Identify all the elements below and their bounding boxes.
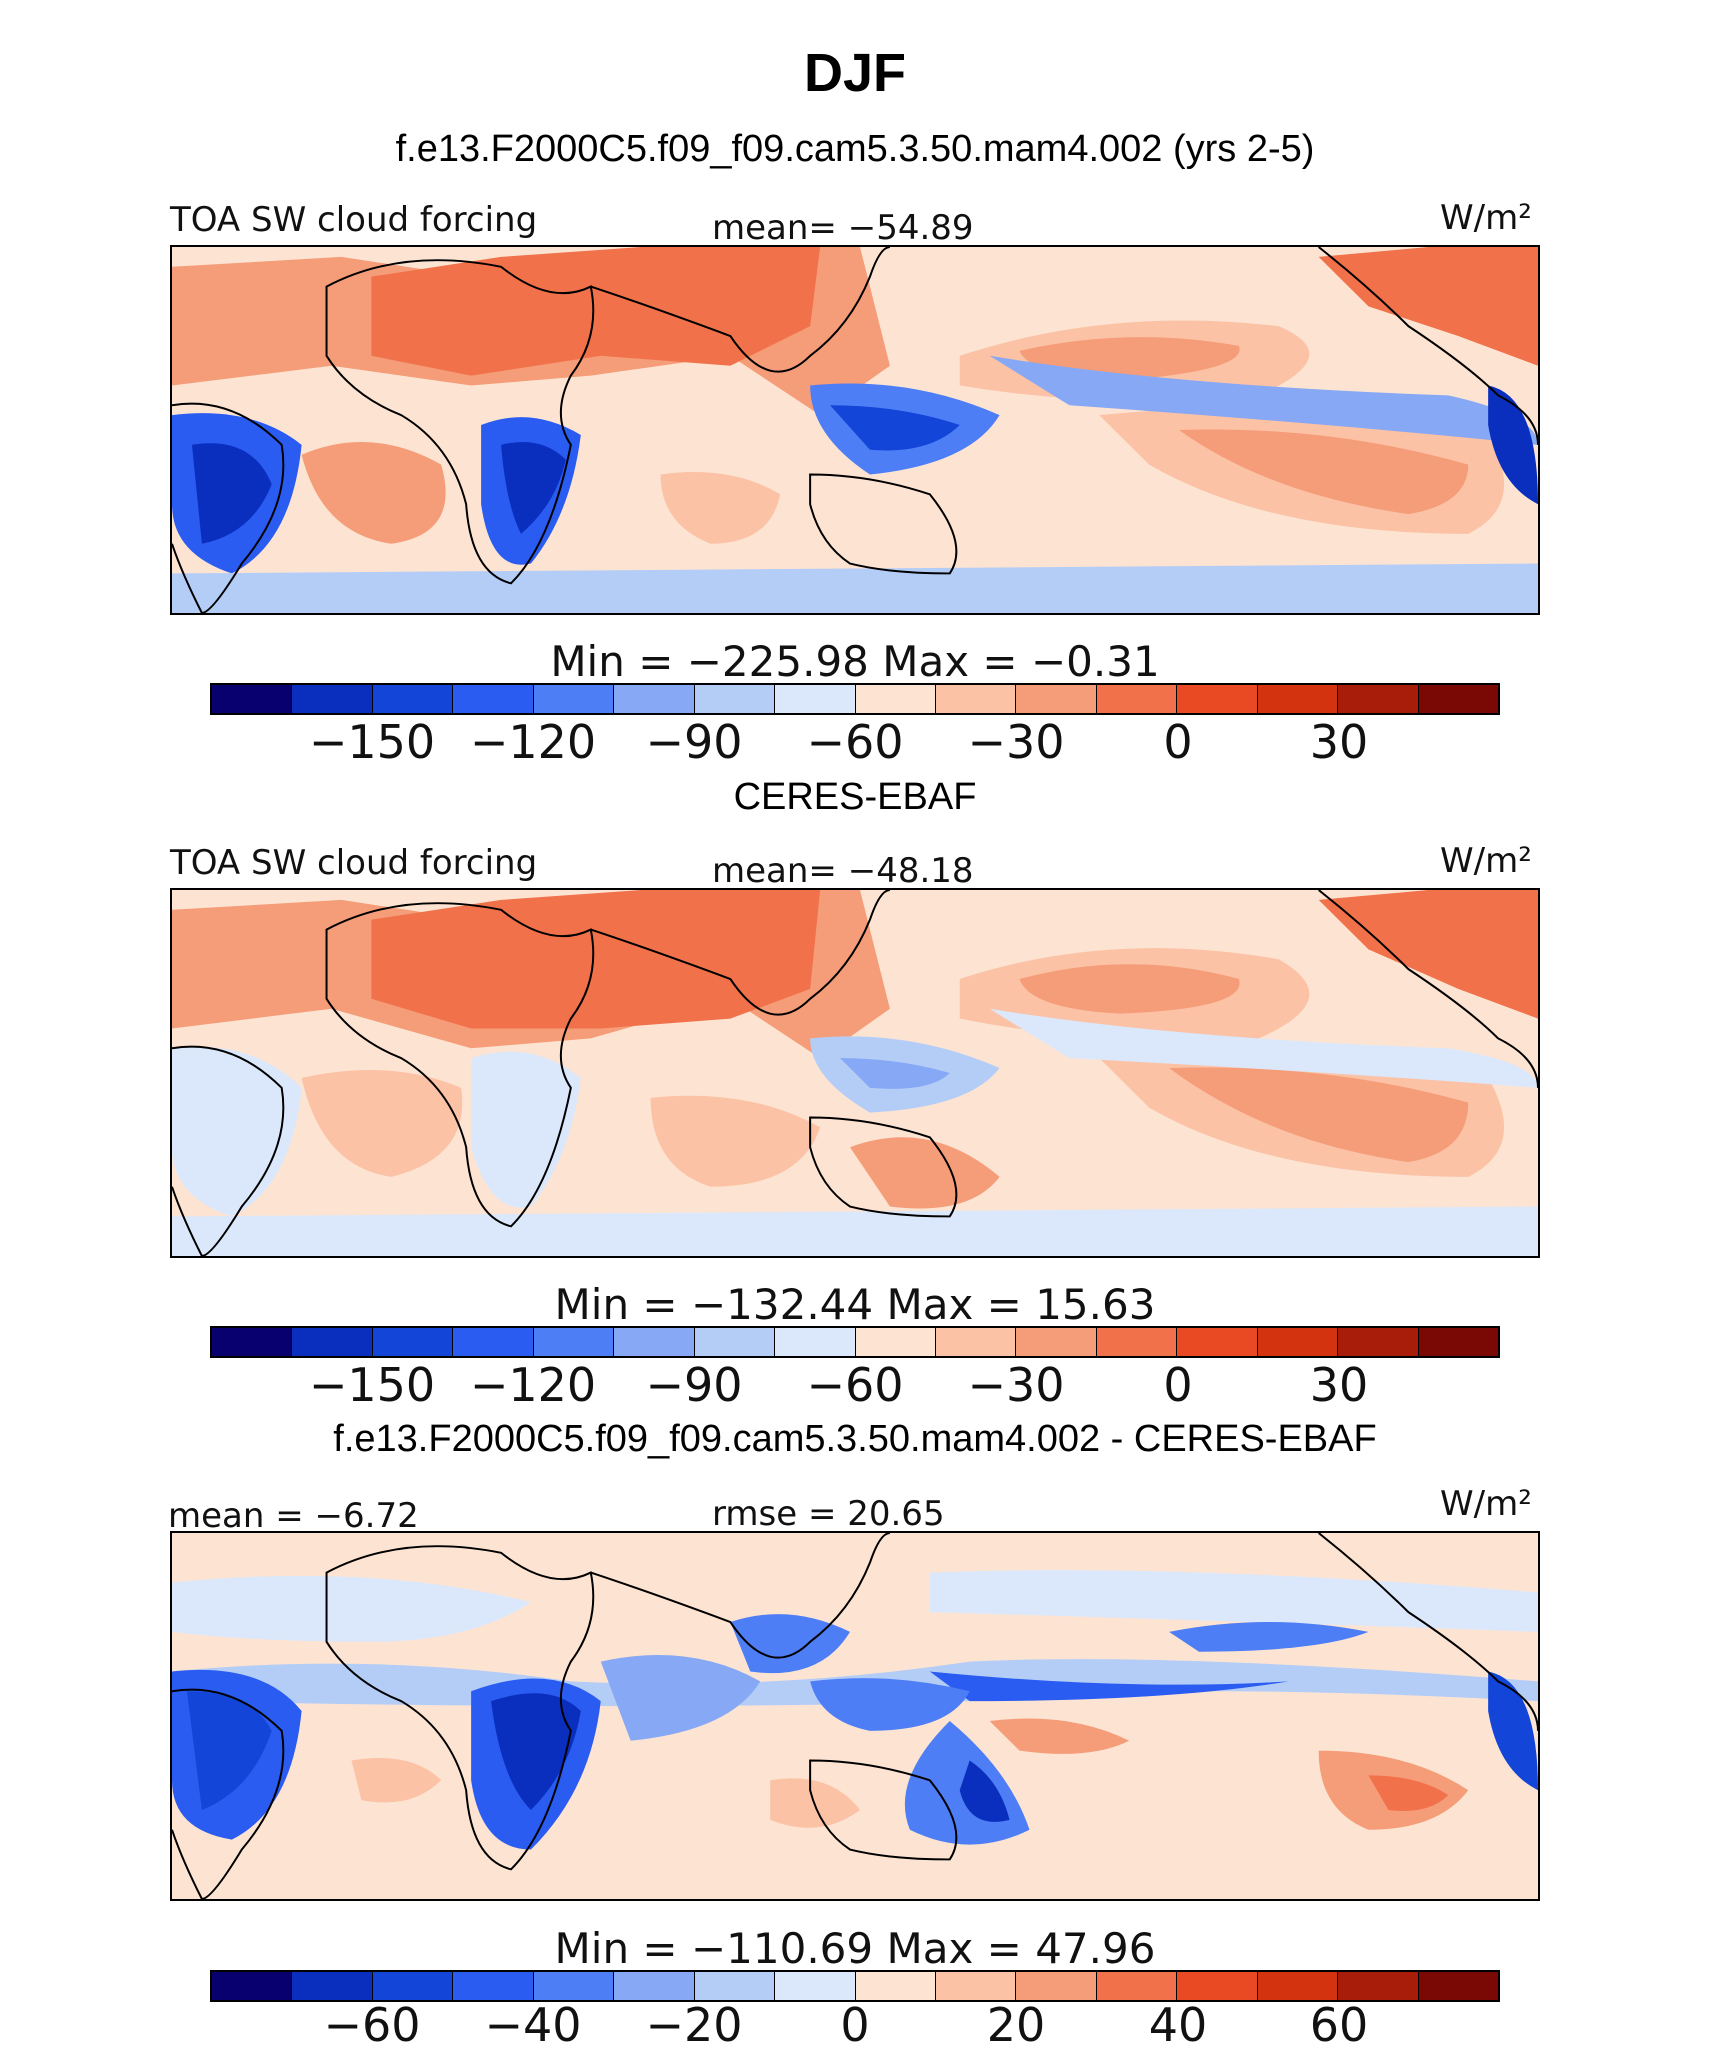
panel3-mean-label: mean = −6.72 (168, 1496, 419, 1536)
panel2-heading: CERES-EBAF (733, 776, 977, 818)
colorbar-tick-label: −60 (806, 1358, 904, 1412)
colorbar-tick-label: −30 (967, 1358, 1065, 1412)
colorbar-segment (614, 685, 695, 713)
colorbar-segment (1096, 1328, 1178, 1356)
colorbar-segment (1257, 685, 1339, 713)
panel1-left-label: TOA SW cloud forcing (170, 200, 538, 240)
colorbar-segment (1096, 1972, 1178, 2000)
colorbar-segment (1418, 1972, 1498, 2000)
colorbar-tick-label: −30 (967, 715, 1065, 769)
colorbar-segment (694, 685, 776, 713)
colorbar-tick-label: 30 (1309, 715, 1369, 769)
colorbar-segment (1338, 1328, 1419, 1356)
colorbar-tick-label: −60 (806, 715, 904, 769)
panel2-minmax: Min = −132.44 Max = 15.63 (554, 1280, 1156, 1329)
colorbar-tick-label: 0 (1163, 715, 1193, 769)
colorbar-segment (1177, 685, 1258, 713)
colorbar-tick-label: −40 (484, 1998, 582, 2052)
colorbar-segment (614, 1972, 695, 2000)
colorbar-tick-label: 20 (986, 1998, 1046, 2052)
colorbar-segment (935, 1328, 1017, 1356)
colorbar-tick-label: −90 (645, 715, 743, 769)
colorbar-tick-label: −120 (469, 1358, 597, 1412)
colorbar-tick-label: 0 (840, 1998, 870, 2052)
colorbar-segment (775, 1972, 856, 2000)
colorbar-segment (1016, 1972, 1097, 2000)
panel1-heading: f.e13.F2000C5.f09_f09.cam5.3.50.mam4.002… (395, 128, 1315, 170)
colorbar-segment (1418, 685, 1498, 713)
colorbar-segment (533, 1972, 615, 2000)
panel1-units-label: W/m² (1440, 198, 1532, 238)
panel3-minmax: Min = −110.69 Max = 47.96 (554, 1924, 1156, 1973)
colorbar-tick-label: −150 (308, 715, 436, 769)
colorbar-segment (372, 685, 454, 713)
colorbar-segment (855, 685, 936, 713)
panel3-map-svg (172, 1533, 1538, 1899)
colorbar-segment (292, 1972, 373, 2000)
colorbar-tick-label: 60 (1309, 1998, 1369, 2052)
colorbar-segment (775, 1328, 856, 1356)
panel1-model-map (170, 245, 1540, 615)
colorbar-segment (1177, 1972, 1258, 2000)
panel2-left-label: TOA SW cloud forcing (170, 843, 538, 883)
colorbar-segment (292, 1328, 373, 1356)
colorbar-segment (212, 1328, 293, 1356)
colorbar-segment (1016, 685, 1097, 713)
colorbar-segment (1177, 1328, 1258, 1356)
colorbar-segment (533, 685, 615, 713)
colorbar-segment (855, 1972, 936, 2000)
colorbar-segment (453, 1972, 534, 2000)
panel2-mean-label: mean= −48.18 (712, 851, 974, 891)
colorbar-segment (453, 685, 534, 713)
colorbar-segment (775, 685, 856, 713)
colorbar-tick-label: −20 (645, 1998, 743, 2052)
panel2-observation-map (170, 888, 1540, 1258)
colorbar-segment (935, 1972, 1017, 2000)
colorbar-segment (212, 685, 293, 713)
colorbar-segment (694, 1972, 776, 2000)
colorbar-segment (935, 685, 1017, 713)
panel1-minmax: Min = −225.98 Max = −0.31 (550, 637, 1160, 686)
colorbar-tick-label: 30 (1309, 1358, 1369, 1412)
colorbar-segment (372, 1328, 454, 1356)
colorbar-segment (694, 1328, 776, 1356)
colorbar-tick-label: −150 (308, 1358, 436, 1412)
panel3-colorbar (210, 1970, 1500, 2002)
colorbar-tick-label: 40 (1148, 1998, 1208, 2052)
colorbar-segment (1016, 1328, 1097, 1356)
colorbar-segment (1257, 1328, 1339, 1356)
colorbar-segment (1096, 685, 1178, 713)
colorbar-tick-label: −120 (469, 715, 597, 769)
colorbar-segment (292, 685, 373, 713)
panel3-units-label: W/m² (1440, 1484, 1532, 1524)
colorbar-segment (1338, 685, 1419, 713)
panel3-difference-map (170, 1531, 1540, 1901)
figure-title: DJF (803, 43, 906, 103)
panel3-heading: f.e13.F2000C5.f09_f09.cam5.3.50.mam4.002… (333, 1418, 1377, 1460)
panel2-units-label: W/m² (1440, 841, 1532, 881)
colorbar-segment (855, 1328, 936, 1356)
colorbar-segment (1418, 1328, 1498, 1356)
panel2-map-svg (172, 890, 1538, 1256)
panel1-colorbar (210, 683, 1500, 715)
colorbar-segment (372, 1972, 454, 2000)
colorbar-tick-label: −60 (323, 1998, 421, 2052)
panel3-rmse-label: rmse = 20.65 (712, 1494, 945, 1534)
colorbar-segment (614, 1328, 695, 1356)
panel2-colorbar (210, 1326, 1500, 1358)
colorbar-tick-label: 0 (1163, 1358, 1193, 1412)
colorbar-segment (1338, 1972, 1419, 2000)
colorbar-tick-label: −90 (645, 1358, 743, 1412)
colorbar-segment (212, 1972, 293, 2000)
colorbar-segment (453, 1328, 534, 1356)
panel1-map-svg (172, 247, 1538, 613)
colorbar-segment (1257, 1972, 1339, 2000)
panel1-mean-label: mean= −54.89 (712, 208, 974, 248)
colorbar-segment (533, 1328, 615, 1356)
